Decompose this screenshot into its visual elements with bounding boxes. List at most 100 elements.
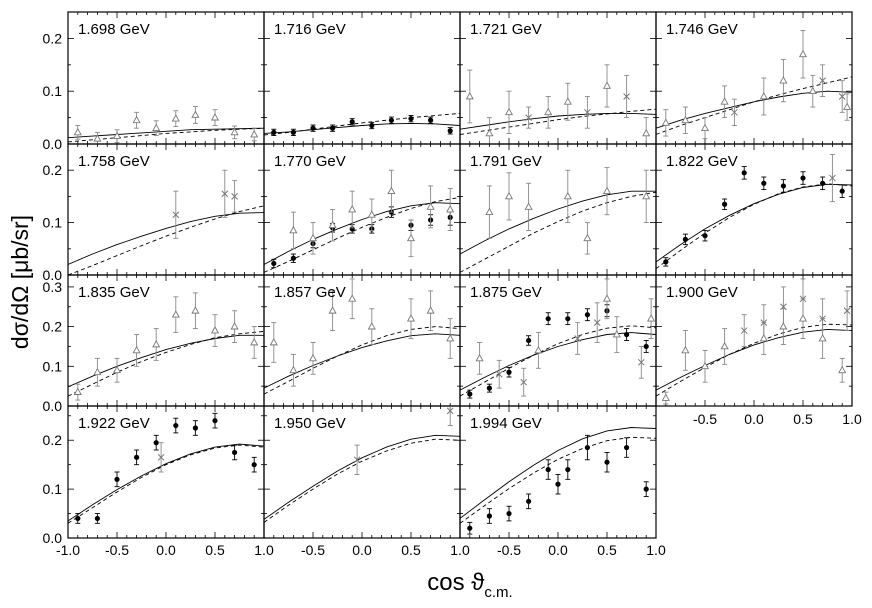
data-point-triangle (642, 191, 651, 200)
data-point-circle (467, 525, 473, 531)
data-point-circle (486, 385, 492, 391)
data-point-circle (702, 233, 708, 239)
model-curve-dashed (656, 76, 852, 135)
data-point-triangle (779, 322, 788, 330)
model-curve-dashed (68, 127, 264, 143)
y-tick-label: 0.1 (43, 358, 63, 374)
data-point-triangle (647, 314, 656, 322)
data-point-circle (624, 331, 630, 338)
y-tick-label: 0.0 (43, 530, 63, 546)
data-point-triangle (387, 186, 396, 195)
panel-energy-label: 1.770 GeV (274, 153, 346, 170)
data-point-circle (447, 128, 453, 134)
panel-data (264, 169, 460, 273)
y-tick-label: 0.2 (43, 30, 63, 46)
model-curve-dashed (68, 330, 264, 397)
data-point-triangle (93, 367, 102, 376)
model-curve-dashed (264, 438, 460, 523)
data-point-triangle (308, 353, 318, 362)
data-point-circle (643, 486, 649, 492)
data-point-triangle (426, 202, 435, 210)
data-point-triangle (720, 341, 729, 350)
data-point-circle (134, 454, 140, 460)
data-point-triangle (210, 113, 220, 121)
data-point-cross (172, 211, 180, 219)
x-tick-label: -1.0 (56, 542, 80, 558)
model-curve-dashed (264, 326, 460, 395)
panel-energy-label: 1.721 GeV (470, 21, 542, 38)
y-tick-label: 0.0 (43, 398, 63, 414)
data-point-triangle (524, 202, 533, 210)
data-point-circle (290, 255, 296, 261)
panel-energy-label: 1.698 GeV (78, 21, 150, 38)
data-point-triangle (112, 365, 122, 374)
data-point-triangle (818, 333, 827, 342)
x-tick-label: 0.0 (744, 411, 764, 427)
panel-data (656, 278, 852, 405)
data-point-circle (584, 444, 591, 451)
x-tick-label: 1.0 (450, 542, 470, 558)
data-point-circle (271, 260, 277, 267)
model-curve-dashed (656, 183, 852, 270)
x-tick-label: 1.0 (842, 411, 862, 427)
data-point-triangle (289, 365, 298, 374)
data-point-cross (221, 190, 229, 198)
panel-data (68, 106, 264, 144)
data-point-triangle (504, 107, 514, 116)
data-point-circle (565, 316, 571, 322)
data-point-triangle (132, 115, 141, 124)
data-point-circle (349, 119, 355, 125)
panel-data (264, 406, 460, 523)
data-point-triangle (700, 123, 710, 132)
y-tick-label: 0.1 (43, 481, 63, 497)
x-axis-title-sub: c.m. (484, 584, 512, 601)
panel-energy-label: 1.791 GeV (470, 153, 542, 170)
model-curve-dashed (460, 191, 656, 273)
data-point-circle (369, 122, 375, 129)
data-point-circle (682, 236, 689, 242)
data-point-circle (75, 515, 81, 522)
data-point-circle (467, 391, 473, 397)
data-point-cross (353, 456, 361, 464)
data-point-circle (604, 459, 610, 465)
data-point-circle (555, 481, 561, 487)
data-point-circle (310, 125, 316, 131)
data-point-circle (584, 312, 591, 318)
data-point-triangle (191, 110, 200, 118)
model-curve-dashed (264, 112, 460, 136)
data-point-triangle (681, 345, 690, 354)
data-point-triangle (152, 339, 161, 348)
data-point-cross (593, 319, 601, 326)
data-point-circle (290, 129, 296, 135)
data-point-triangle (210, 326, 220, 334)
data-point-triangle (73, 127, 82, 136)
data-point-triangle (367, 322, 376, 330)
x-tick-label: 0.5 (597, 542, 617, 558)
model-curve-solid (68, 334, 264, 388)
y-tick-label: 0.2 (43, 319, 63, 335)
data-point-triangle (191, 306, 200, 314)
data-point-triangle (230, 322, 239, 330)
data-point-cross (637, 358, 645, 366)
data-point-triangle (250, 337, 259, 346)
data-point-triangle (328, 306, 337, 314)
data-point-triangle (838, 365, 847, 374)
model-curve-solid (68, 443, 264, 522)
y-tick-label: 0.0 (43, 136, 63, 152)
panel-data (460, 427, 656, 535)
data-point-circle (212, 418, 218, 424)
panel-energy-label: 1.758 GeV (78, 153, 150, 170)
panel-14: 1.994 GeV (459, 405, 657, 539)
data-point-triangle (759, 91, 768, 100)
x-tick-label: -0.5 (105, 542, 129, 558)
panel-data (460, 167, 656, 273)
data-point-triangle (132, 345, 141, 354)
panel-data (68, 292, 264, 401)
data-point-circle (94, 515, 100, 522)
data-point-triangle (152, 123, 161, 132)
panel-energy-label: 1.900 GeV (666, 284, 738, 301)
data-point-triangle (798, 49, 808, 58)
panel-energy-label: 1.822 GeV (666, 153, 738, 170)
data-point-circle (800, 175, 806, 181)
